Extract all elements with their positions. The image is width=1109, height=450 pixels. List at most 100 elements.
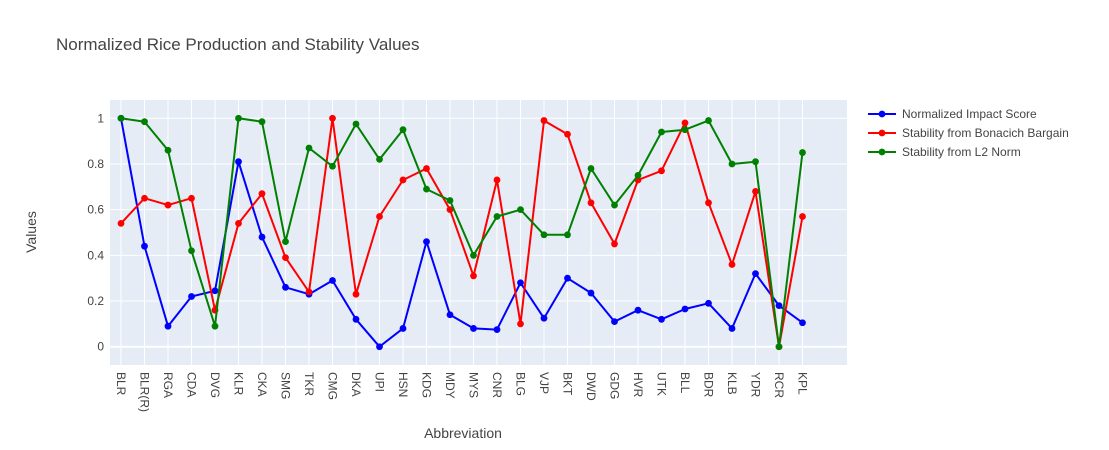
data-point[interactable] xyxy=(752,187,759,195)
data-point[interactable] xyxy=(305,144,313,152)
data-point[interactable] xyxy=(282,283,289,291)
data-point[interactable] xyxy=(611,201,618,209)
data-point[interactable] xyxy=(611,318,618,325)
data-point[interactable] xyxy=(352,290,360,298)
data-point[interactable] xyxy=(517,206,524,214)
data-point[interactable] xyxy=(282,254,289,262)
data-point[interactable] xyxy=(258,233,266,241)
data-point[interactable] xyxy=(164,322,172,330)
data-point[interactable] xyxy=(470,251,477,259)
data-point[interactable] xyxy=(399,126,407,134)
data-point[interactable] xyxy=(235,158,242,166)
data-point[interactable] xyxy=(141,194,148,202)
data-point[interactable] xyxy=(540,117,548,124)
data-point[interactable] xyxy=(493,176,501,184)
data-point[interactable] xyxy=(705,199,712,207)
data-point[interactable] xyxy=(705,117,712,124)
data-point[interactable] xyxy=(587,165,595,172)
series-line[interactable] xyxy=(120,118,804,348)
x-tick-label: RGA xyxy=(161,372,175,398)
data-point[interactable] xyxy=(258,190,266,198)
data-point[interactable] xyxy=(305,288,313,296)
data-point[interactable] xyxy=(658,167,665,175)
data-point[interactable] xyxy=(799,149,806,156)
data-point[interactable] xyxy=(681,119,689,127)
data-point[interactable] xyxy=(399,176,407,184)
series-line[interactable] xyxy=(120,117,804,348)
data-point[interactable] xyxy=(211,322,219,330)
data-point[interactable] xyxy=(470,325,477,332)
legend-item[interactable]: Normalized Impact Score xyxy=(868,107,1037,121)
data-point[interactable] xyxy=(799,213,806,220)
data-point[interactable] xyxy=(446,206,454,214)
data-point[interactable] xyxy=(352,315,360,323)
data-point[interactable] xyxy=(564,231,571,239)
data-point[interactable] xyxy=(634,306,642,314)
data-point[interactable] xyxy=(564,274,571,282)
data-point[interactable] xyxy=(329,277,336,284)
series-2[interactable] xyxy=(117,114,806,351)
data-point[interactable] xyxy=(141,242,148,250)
data-point[interactable] xyxy=(634,171,642,179)
data-point[interactable] xyxy=(752,158,759,166)
series-line[interactable] xyxy=(120,117,804,348)
data-point[interactable] xyxy=(517,320,524,328)
data-point[interactable] xyxy=(117,219,125,227)
legend-label: Stability from L2 Norm xyxy=(902,145,1021,159)
legend[interactable]: Normalized Impact Score Stability from Bo… xyxy=(868,107,1069,159)
data-point[interactable] xyxy=(752,270,759,278)
data-point[interactable] xyxy=(188,194,195,202)
data-point[interactable] xyxy=(164,201,172,209)
data-point[interactable] xyxy=(258,118,266,126)
data-point[interactable] xyxy=(211,287,219,295)
data-point[interactable] xyxy=(728,160,736,168)
data-point[interactable] xyxy=(423,185,430,193)
data-point[interactable] xyxy=(117,114,125,122)
data-point[interactable] xyxy=(470,272,477,280)
data-point[interactable] xyxy=(587,289,595,297)
data-point[interactable] xyxy=(376,343,383,351)
legend-item[interactable]: Stability from L2 Norm xyxy=(868,145,1021,159)
data-point[interactable] xyxy=(423,238,430,246)
data-point[interactable] xyxy=(540,314,548,322)
x-tick-label: SMG xyxy=(279,372,293,399)
data-point[interactable] xyxy=(282,238,289,246)
data-point[interactable] xyxy=(188,293,195,300)
data-point[interactable] xyxy=(799,319,806,327)
data-point[interactable] xyxy=(728,325,736,332)
data-point[interactable] xyxy=(658,315,665,323)
data-point[interactable] xyxy=(658,128,665,136)
data-point[interactable] xyxy=(611,240,618,248)
data-point[interactable] xyxy=(446,311,454,319)
data-point[interactable] xyxy=(493,213,501,220)
data-point[interactable] xyxy=(329,114,336,122)
x-tick-label: HSN xyxy=(396,372,410,397)
series-1[interactable] xyxy=(117,114,806,351)
data-point[interactable] xyxy=(235,114,242,122)
data-point[interactable] xyxy=(775,302,783,310)
data-point[interactable] xyxy=(235,219,242,227)
data-point[interactable] xyxy=(587,199,595,207)
data-point[interactable] xyxy=(493,326,501,333)
data-point[interactable] xyxy=(681,305,689,313)
data-point[interactable] xyxy=(188,247,195,255)
data-point[interactable] xyxy=(164,146,172,154)
legend-item[interactable]: Stability from Bonacich Bargain xyxy=(868,126,1069,140)
series-3[interactable] xyxy=(117,114,806,351)
data-point[interactable] xyxy=(399,325,407,332)
data-point[interactable] xyxy=(517,279,524,287)
plot-area[interactable] xyxy=(110,100,847,365)
data-point[interactable] xyxy=(423,165,430,172)
data-point[interactable] xyxy=(329,162,336,170)
data-point[interactable] xyxy=(352,120,360,128)
data-point[interactable] xyxy=(376,213,383,220)
data-point[interactable] xyxy=(540,231,548,239)
data-point[interactable] xyxy=(446,197,454,204)
data-point[interactable] xyxy=(141,118,148,126)
data-point[interactable] xyxy=(376,155,383,163)
data-point[interactable] xyxy=(728,261,736,268)
data-point[interactable] xyxy=(564,130,571,138)
data-point[interactable] xyxy=(705,299,712,307)
data-point[interactable] xyxy=(681,126,689,134)
data-point[interactable] xyxy=(775,343,783,351)
